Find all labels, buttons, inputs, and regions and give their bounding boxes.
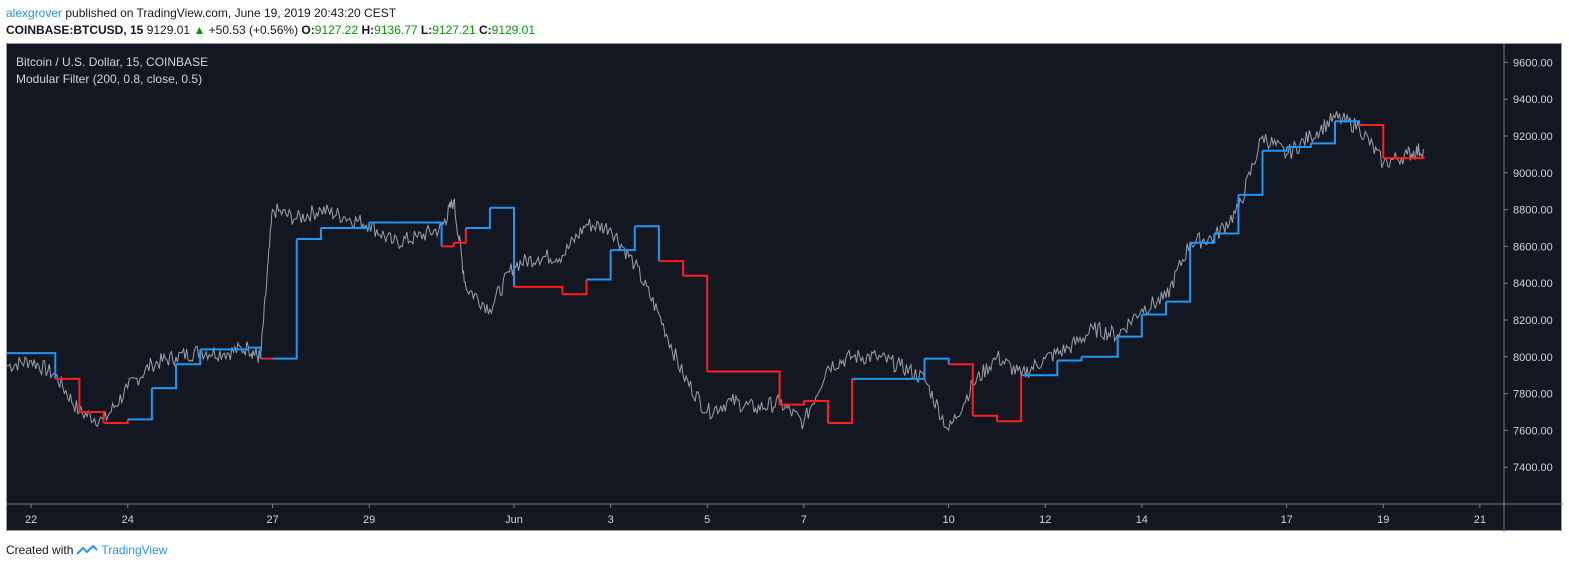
- filter-segment: [972, 414, 998, 422]
- publish-info: alexgrover published on TradingView.com,…: [6, 6, 396, 20]
- filter-segment: [1081, 336, 1119, 358]
- high-label: H:: [361, 23, 375, 37]
- filter-segment: [1262, 147, 1288, 152]
- x-tick-label: 29: [363, 514, 375, 526]
- filter-segment: [1021, 360, 1059, 377]
- y-tick-label: 9000.00: [1513, 168, 1553, 180]
- filter-segment: [562, 279, 588, 296]
- y-tick-label: 7400.00: [1513, 462, 1553, 474]
- tradingview-link[interactable]: TradingView: [101, 543, 168, 557]
- x-tick-label: 12: [1039, 514, 1051, 526]
- y-tick-label: 8000.00: [1513, 352, 1553, 364]
- filter-segment: [103, 419, 129, 424]
- filter-segment: [1238, 150, 1264, 196]
- y-tick-label: 9600.00: [1513, 57, 1553, 69]
- price-chart[interactable]: 9600.00 9400.00 9200.00 9000.00 8800.00 8600.…: [7, 44, 1563, 532]
- filter-segment: [803, 400, 829, 423]
- filter-segment: [683, 274, 709, 372]
- y-tick-label: 8800.00: [1513, 205, 1553, 217]
- open-label: O:: [301, 23, 315, 37]
- tradingview-logo-icon: [76, 544, 99, 555]
- close-value: 9129.01: [491, 23, 536, 37]
- filter-segment: [658, 260, 685, 276]
- x-tick-label: 3: [608, 514, 614, 526]
- filter-segment: [1359, 124, 1385, 159]
- x-tick-label: 10: [943, 514, 955, 526]
- x-tick-label: 7: [801, 514, 807, 526]
- created-with-text: Created with: [6, 543, 74, 557]
- y-tick-label: 8400.00: [1513, 278, 1553, 290]
- filter-segment: [1214, 194, 1240, 235]
- last-price: 9129.01: [146, 23, 191, 37]
- price-line: [7, 111, 1424, 432]
- filter-segment: [248, 346, 262, 359]
- filter-segment: [272, 239, 298, 360]
- y-tick-label: 7800.00: [1513, 389, 1553, 401]
- filter-segment: [453, 228, 467, 244]
- y-tick-label: 7600.00: [1513, 425, 1553, 437]
- filter-segment: [79, 411, 105, 423]
- filter-segment: [514, 285, 564, 295]
- x-tick-label: 17: [1281, 514, 1293, 526]
- filter-segment: [296, 228, 322, 240]
- filter-segment: [43, 352, 57, 379]
- open-value: 9127.22: [314, 23, 359, 37]
- author-link[interactable]: alexgrover: [6, 6, 63, 20]
- x-tick-label: 27: [266, 514, 278, 526]
- high-value: 9136.77: [374, 23, 418, 37]
- filter-segment: [779, 401, 805, 406]
- filter-segment: [465, 207, 491, 229]
- legend-symbol: Bitcoin / U.S. Dollar, 15, COINBASE: [16, 55, 209, 69]
- filter-segment: [610, 226, 636, 252]
- filter-segment: [441, 242, 455, 248]
- change-arrow-icon: ▲: [193, 23, 206, 37]
- x-tick-label: 22: [25, 514, 37, 526]
- x-tick-label: Jun: [505, 514, 523, 526]
- filter-segment: [1057, 356, 1083, 362]
- filter-segment: [1310, 121, 1336, 145]
- filter-segment: [1141, 301, 1167, 316]
- symbol-info: COINBASE:BTCUSD, 15 9129.01 ▲ +50.53 (+0…: [6, 23, 535, 37]
- filter-segment: [852, 358, 926, 380]
- footer: Created with TradingView: [6, 543, 167, 557]
- filter-segment: [489, 206, 515, 287]
- x-tick-label: 21: [1474, 514, 1486, 526]
- filter-segment: [586, 250, 612, 281]
- x-tick-label: 5: [704, 514, 710, 526]
- x-tick-label: 14: [1136, 514, 1148, 526]
- y-tick-label: 8600.00: [1513, 241, 1553, 253]
- filter-segment: [1166, 242, 1192, 303]
- filter-segment: [827, 378, 854, 424]
- filter-segment: [1383, 156, 1425, 160]
- filter-segment: [127, 388, 153, 421]
- x-tick-label: 19: [1377, 514, 1389, 526]
- filter-segment: [176, 349, 202, 366]
- filter-segment: [997, 375, 1023, 423]
- close-label: C:: [478, 23, 492, 37]
- chart-legend: Bitcoin / U.S. Dollar, 15, COINBASE Modu…: [16, 54, 208, 88]
- symbol-label: COINBASE:BTCUSD, 15: [6, 23, 144, 37]
- filter-segment: [634, 225, 660, 262]
- filter-segment: [55, 377, 81, 412]
- filter-segment: [707, 370, 781, 405]
- published-text: published on TradingView.com, June 19, 2…: [65, 6, 397, 20]
- y-tick-label: 8200.00: [1513, 315, 1553, 327]
- filter-segment: [1117, 314, 1143, 338]
- x-tick-label: 24: [122, 514, 134, 526]
- filter-segment: [1335, 120, 1361, 125]
- legend-indicator: Modular Filter (200, 0.8, close, 0.5): [16, 72, 203, 86]
- filter-segment: [948, 363, 974, 416]
- chart-panel[interactable]: 9600.00 9400.00 9200.00 9000.00 8800.00 8600.…: [6, 43, 1563, 532]
- filter-segment: [393, 221, 443, 247]
- price-change: +50.53 (+0.56%): [208, 23, 299, 37]
- filter-segment: [1286, 143, 1312, 148]
- filter-segment: [1190, 233, 1216, 244]
- y-tick-label: 9400.00: [1513, 94, 1553, 106]
- filter-segment: [320, 222, 371, 229]
- filter-segment: [924, 357, 950, 365]
- low-value: 9127.21: [432, 23, 476, 37]
- y-tick-label: 9200.00: [1513, 131, 1553, 143]
- filter-segment: [151, 364, 177, 390]
- low-label: L:: [420, 23, 433, 37]
